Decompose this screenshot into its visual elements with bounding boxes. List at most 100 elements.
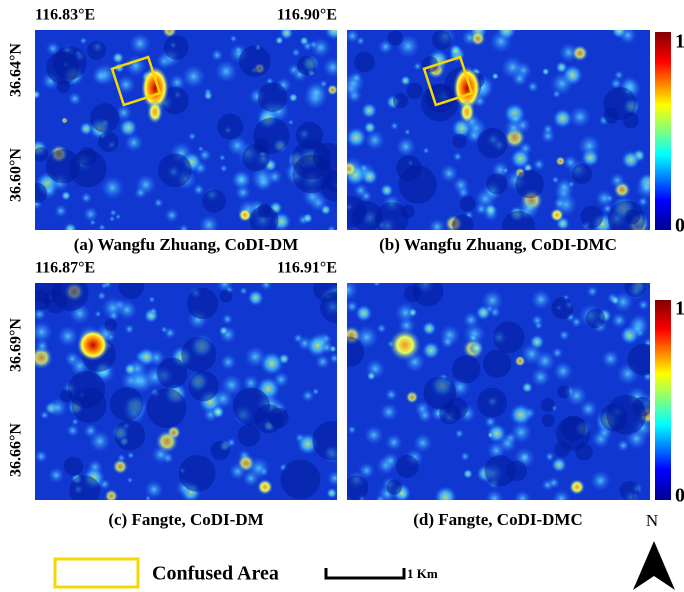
texture [380, 403, 398, 421]
texture [377, 323, 387, 333]
texture [109, 216, 115, 222]
texture [165, 208, 179, 222]
texture [329, 353, 339, 363]
texture [119, 274, 144, 299]
texture [617, 439, 630, 452]
texture [103, 279, 112, 288]
lon-label: 116.87°E [35, 260, 95, 277]
texture [483, 350, 511, 378]
texture [365, 130, 386, 151]
texture [359, 164, 368, 173]
heatmap [27, 21, 353, 236]
texture [453, 152, 463, 162]
texture [129, 33, 151, 55]
texture [559, 329, 570, 340]
texture [181, 337, 216, 372]
texture [440, 164, 459, 183]
hotspot [389, 329, 421, 361]
texture [428, 218, 446, 236]
texture [110, 387, 144, 421]
legend-label: Confused Area [152, 563, 279, 585]
texture [46, 149, 80, 183]
texture [590, 470, 611, 491]
texture [292, 154, 331, 193]
texture [115, 214, 121, 220]
texture [396, 136, 416, 156]
texture [346, 300, 359, 313]
texture [229, 462, 247, 480]
texture [211, 441, 230, 460]
hotspot [459, 100, 475, 124]
texture [199, 215, 220, 236]
texture [611, 312, 627, 328]
texture [452, 134, 466, 148]
texture [469, 333, 479, 343]
texture [34, 147, 49, 162]
texture [117, 454, 125, 462]
texture [234, 46, 242, 54]
hotspot [238, 208, 252, 222]
texture [179, 455, 216, 492]
north-label: N [646, 511, 658, 530]
texture [30, 321, 52, 343]
texture [624, 276, 645, 297]
texture [61, 117, 67, 123]
texture [54, 204, 67, 217]
texture [57, 80, 70, 93]
texture [154, 198, 164, 208]
lat-label: 36.69°N [8, 318, 25, 372]
texture [364, 425, 383, 444]
texture [353, 183, 368, 198]
texture [104, 489, 118, 503]
texture [219, 326, 228, 335]
heatmap [334, 275, 659, 508]
texture [441, 335, 455, 349]
texture [334, 337, 364, 367]
texture [247, 456, 271, 480]
texture [557, 385, 570, 398]
texture [258, 204, 272, 218]
colorbar [655, 32, 671, 230]
texture [83, 206, 98, 221]
figure: 1 0 1 0 116.83°E 116.90°E 36.64°N 36.60°… [0, 0, 684, 592]
texture [628, 344, 660, 376]
texture [327, 470, 343, 486]
maps [27, 21, 659, 509]
texture [460, 196, 476, 212]
texture [387, 30, 403, 46]
texture [401, 205, 415, 219]
texture [527, 81, 539, 93]
texture [344, 475, 369, 500]
texture [98, 131, 118, 151]
texture [293, 333, 303, 343]
texture [220, 354, 236, 370]
texture [92, 67, 110, 85]
texture [148, 296, 155, 303]
texture [215, 60, 238, 83]
north-arrow [633, 541, 675, 590]
lat-label: 36.64°N [8, 43, 25, 97]
texture [127, 477, 133, 483]
texture [632, 397, 652, 417]
texture [385, 434, 402, 451]
texture [485, 489, 503, 507]
texture [423, 147, 430, 154]
texture [586, 309, 606, 329]
texture [510, 148, 530, 168]
texture [463, 469, 473, 479]
texture [137, 348, 155, 366]
texture [452, 215, 473, 236]
lat-label: 36.60°N [8, 148, 25, 202]
texture [211, 405, 224, 418]
texture [341, 161, 357, 177]
texture [404, 285, 421, 302]
texture [230, 35, 238, 43]
texture [211, 49, 223, 61]
texture [515, 170, 543, 198]
texture [104, 319, 117, 332]
texture [248, 290, 264, 306]
texture [157, 358, 188, 389]
texture [452, 355, 480, 383]
caption: (a) Wangfu Zhuang, CoDI-DM [74, 235, 299, 254]
texture [323, 57, 343, 77]
